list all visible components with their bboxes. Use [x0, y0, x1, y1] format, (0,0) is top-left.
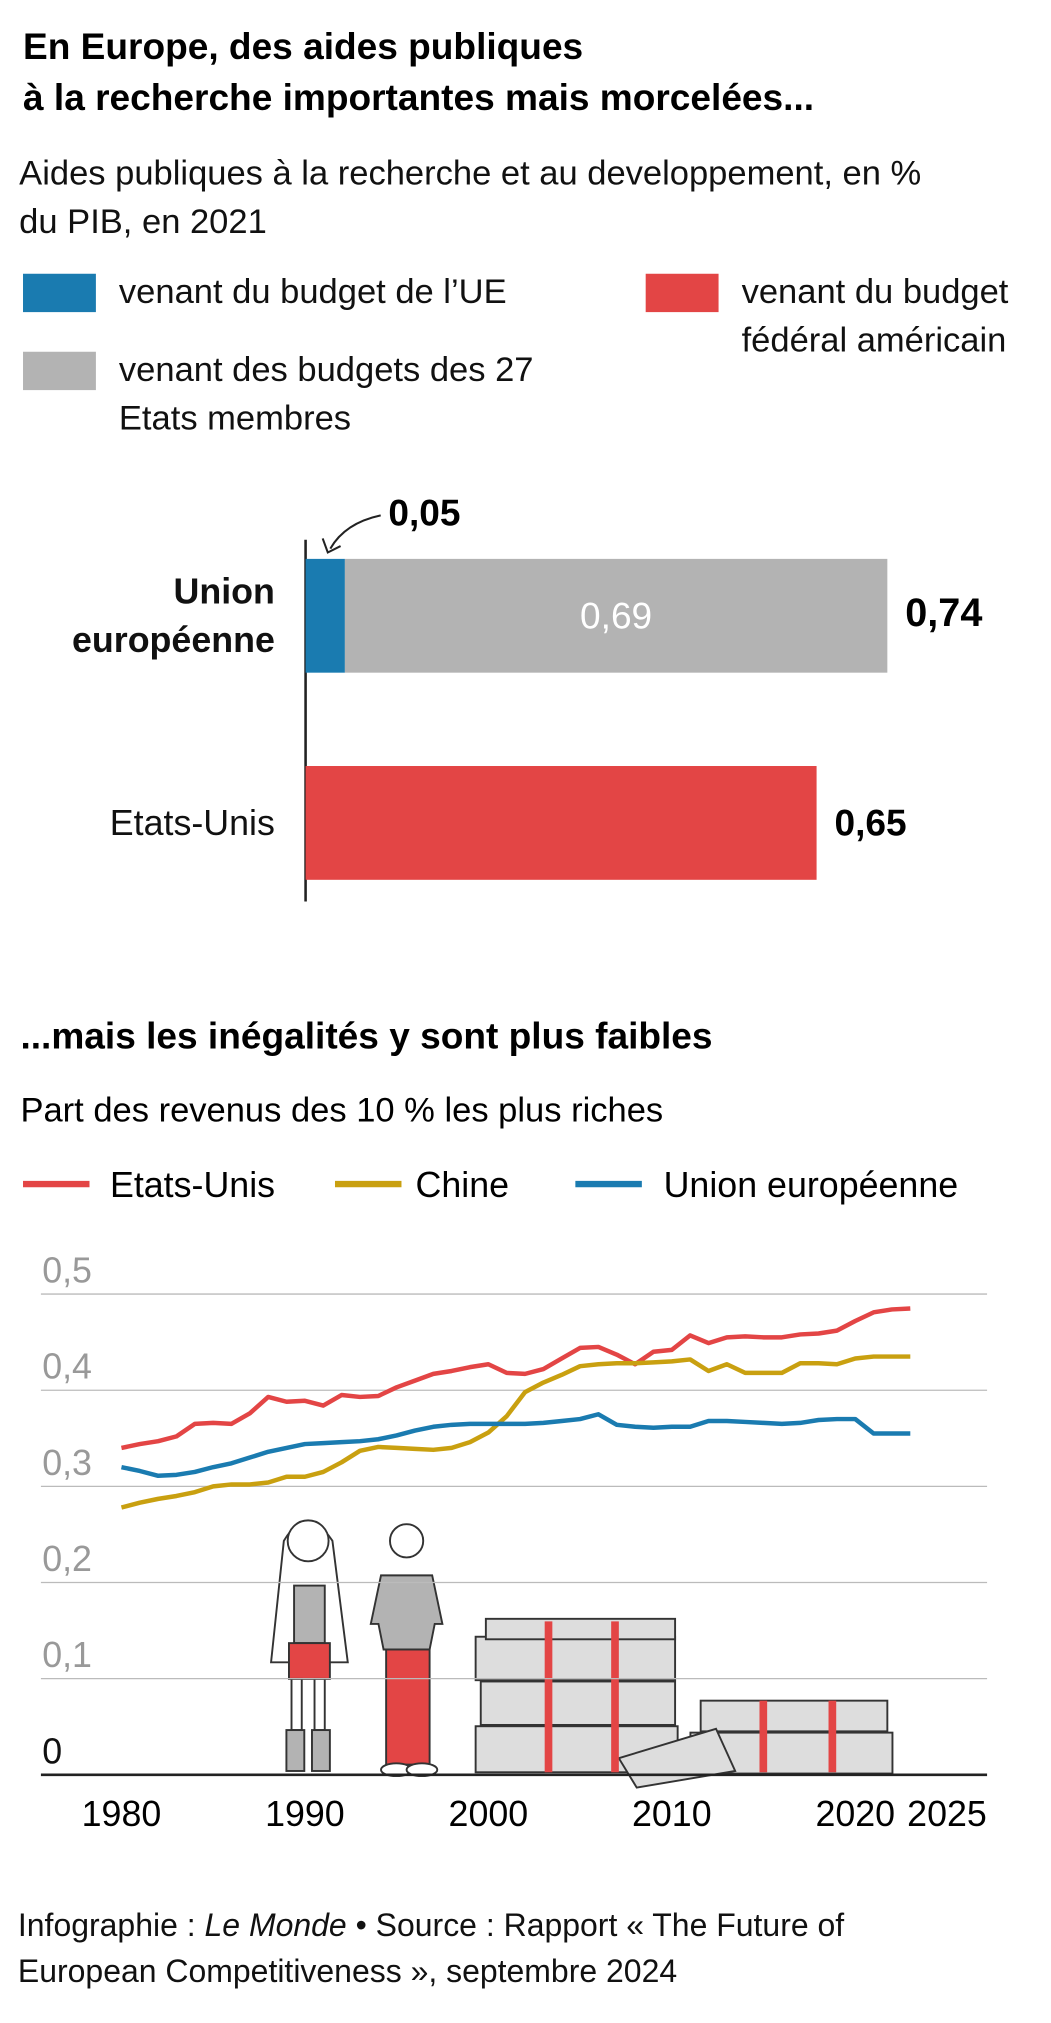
credit: Infographie :	[17, 1907, 196, 1944]
line-chart-title: ...mais les inégalités y sont plus faibl…	[20, 1015, 712, 1057]
title-line: à la recherche importantes mais morcelée…	[23, 76, 814, 118]
y-tick-label: 0,2	[42, 1539, 92, 1579]
x-tick-label: 1980	[82, 1794, 162, 1834]
y-tick-label: 0	[42, 1731, 62, 1771]
y-tick-label: 0,1	[42, 1635, 92, 1675]
title-line: En Europe, des aides publiques	[23, 25, 583, 67]
bar-segment	[305, 558, 345, 673]
x-tick-label: 2000	[449, 1794, 529, 1834]
y-tick-label: 0,4	[42, 1347, 92, 1387]
x-tick-label: 2025	[907, 1794, 987, 1834]
series-line	[120, 1412, 911, 1479]
bar-segment	[344, 558, 888, 673]
series-line	[120, 1354, 911, 1510]
subtitle-box: Aides publiques à la recherche et au dev…	[19, 153, 922, 241]
total-label: 0,74	[905, 591, 982, 635]
category-label: Union européenne	[71, 571, 275, 660]
legend-label: venant du budget fédéral américain	[741, 272, 1009, 360]
legend-label: Etats-Unis	[110, 1165, 275, 1205]
y-tick-label: 0,3	[42, 1443, 92, 1483]
category-label-box: Etats-Unis	[109, 802, 275, 843]
bar-segment	[305, 766, 817, 880]
source: Source : Rapport « The Future of Europea…	[17, 1907, 845, 1990]
legend-swatch	[23, 351, 96, 391]
line-chart-subtitle: Part des revenus des 10 % les plus riche…	[20, 1091, 663, 1129]
y-tick-label: 0,5	[42, 1251, 92, 1291]
legend-label: venant des budgets des 27 Etats membres	[118, 350, 534, 438]
x-tick-label: 2010	[632, 1794, 712, 1834]
x-tick-label: 2020	[815, 1794, 895, 1834]
separator: •	[355, 1907, 367, 1944]
publisher: Le Monde	[204, 1907, 347, 1944]
category-label-box: Union européenne	[71, 571, 275, 660]
illustration	[269, 1519, 894, 1789]
category-label: Etats-Unis	[109, 802, 275, 843]
legend-swatch	[23, 273, 96, 313]
series-line	[120, 1306, 911, 1451]
value-label: 0,69	[580, 595, 652, 637]
legend-label-box: venant du budget de l’UE	[118, 272, 507, 311]
callout-arrow	[329, 514, 381, 550]
footer: Infographie : Le Monde • Source : Rappor…	[18, 1903, 990, 1995]
value-label: 0,05	[388, 492, 460, 534]
legend-swatch	[645, 273, 719, 313]
callout-arrowhead	[321, 538, 342, 554]
value-label: 0,65	[834, 802, 906, 844]
legend-label: Chine	[416, 1165, 510, 1205]
subtitle: Aides publiques à la recherche et au dev…	[19, 153, 922, 241]
legend-label-box: venant du budget fédéral américain	[741, 272, 1009, 360]
footer-box: Infographie : Le Monde • Source : Rappor…	[18, 1903, 990, 1995]
legend-label: venant du budget de l’UE	[118, 272, 507, 311]
legend-label-box: venant des budgets des 27 Etats membres	[118, 350, 534, 438]
x-tick-label: 1990	[265, 1794, 345, 1834]
legend-label: Union européenne	[664, 1165, 959, 1205]
